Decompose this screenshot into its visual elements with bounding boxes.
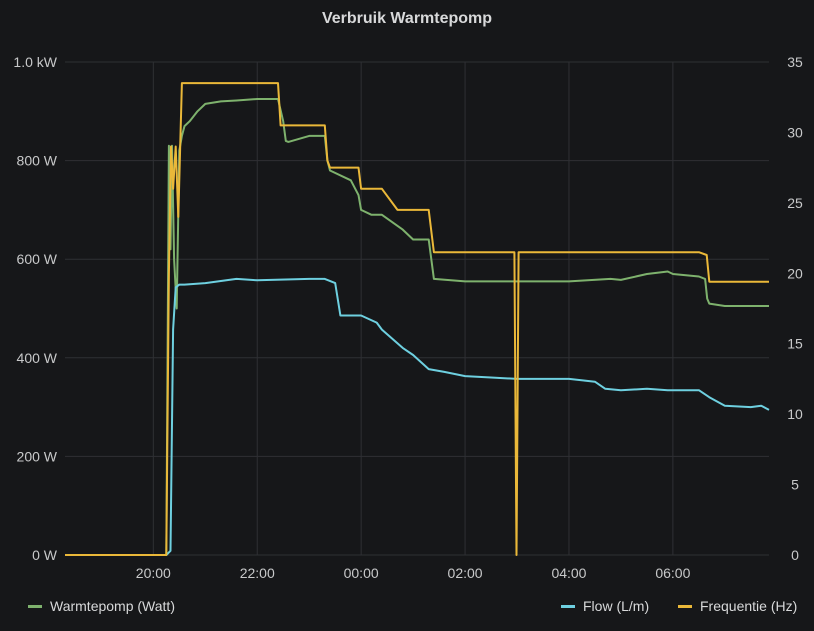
x-tick-label: 04:00 — [551, 565, 586, 581]
x-tick-label: 00:00 — [344, 565, 379, 581]
legend-label-power: Warmtepomp (Watt) — [50, 598, 175, 614]
right-tick-label: 15 — [787, 336, 803, 352]
legend-item-flow[interactable]: Flow (L/m) — [561, 598, 649, 614]
frequency-swatch-icon — [678, 604, 692, 608]
right-tick-label: 10 — [787, 406, 803, 422]
left-axis: 0 W 200 W 400 W 600 W 800 W 1.0 kW — [13, 54, 57, 563]
left-tick-label: 200 W — [17, 448, 58, 464]
right-tick-label: 5 — [791, 477, 799, 493]
legend-item-frequency[interactable]: Frequentie (Hz) — [678, 598, 797, 614]
legend-item-power[interactable]: Warmtepomp (Watt) — [28, 598, 175, 614]
right-tick-label: 20 — [787, 265, 803, 281]
left-tick-label: 0 W — [32, 547, 58, 563]
right-axis: 0 5 10 15 20 25 30 35 — [787, 54, 803, 563]
x-tick-label: 02:00 — [448, 565, 483, 581]
panel-title: Verbruik Warmtepomp — [321, 10, 493, 27]
chart[interactable]: 0 W 200 W 400 W 600 W 800 W 1.0 kW 0 5 10 15 20 25… — [0, 0, 814, 590]
right-tick-label: 25 — [787, 195, 803, 211]
flow-series-line — [65, 277, 770, 556]
right-tick-label: 30 — [787, 124, 803, 140]
frequency-series-line — [65, 82, 769, 556]
left-tick-label: 400 W — [17, 350, 58, 366]
flow-swatch-icon — [561, 604, 575, 608]
left-tick-label: 800 W — [17, 153, 58, 169]
x-tick-label: 20:00 — [136, 565, 171, 581]
series-group — [65, 82, 770, 556]
left-tick-label: 600 W — [17, 251, 58, 267]
x-tick-label: 06:00 — [655, 565, 690, 581]
legend-label-flow: Flow (L/m) — [583, 598, 650, 614]
legend-label-frequency: Frequentie (Hz) — [700, 598, 798, 614]
chart-grid — [65, 61, 769, 556]
right-tick-label: 35 — [787, 54, 803, 70]
power-series-line — [65, 98, 769, 556]
power-swatch-icon — [28, 604, 42, 608]
x-axis: 20:00 22:00 00:00 02:00 04:00 06:00 — [136, 565, 691, 581]
x-tick-label: 22:00 — [240, 565, 275, 581]
left-tick-label: 1.0 kW — [13, 54, 57, 70]
right-tick-label: 0 — [791, 547, 799, 563]
